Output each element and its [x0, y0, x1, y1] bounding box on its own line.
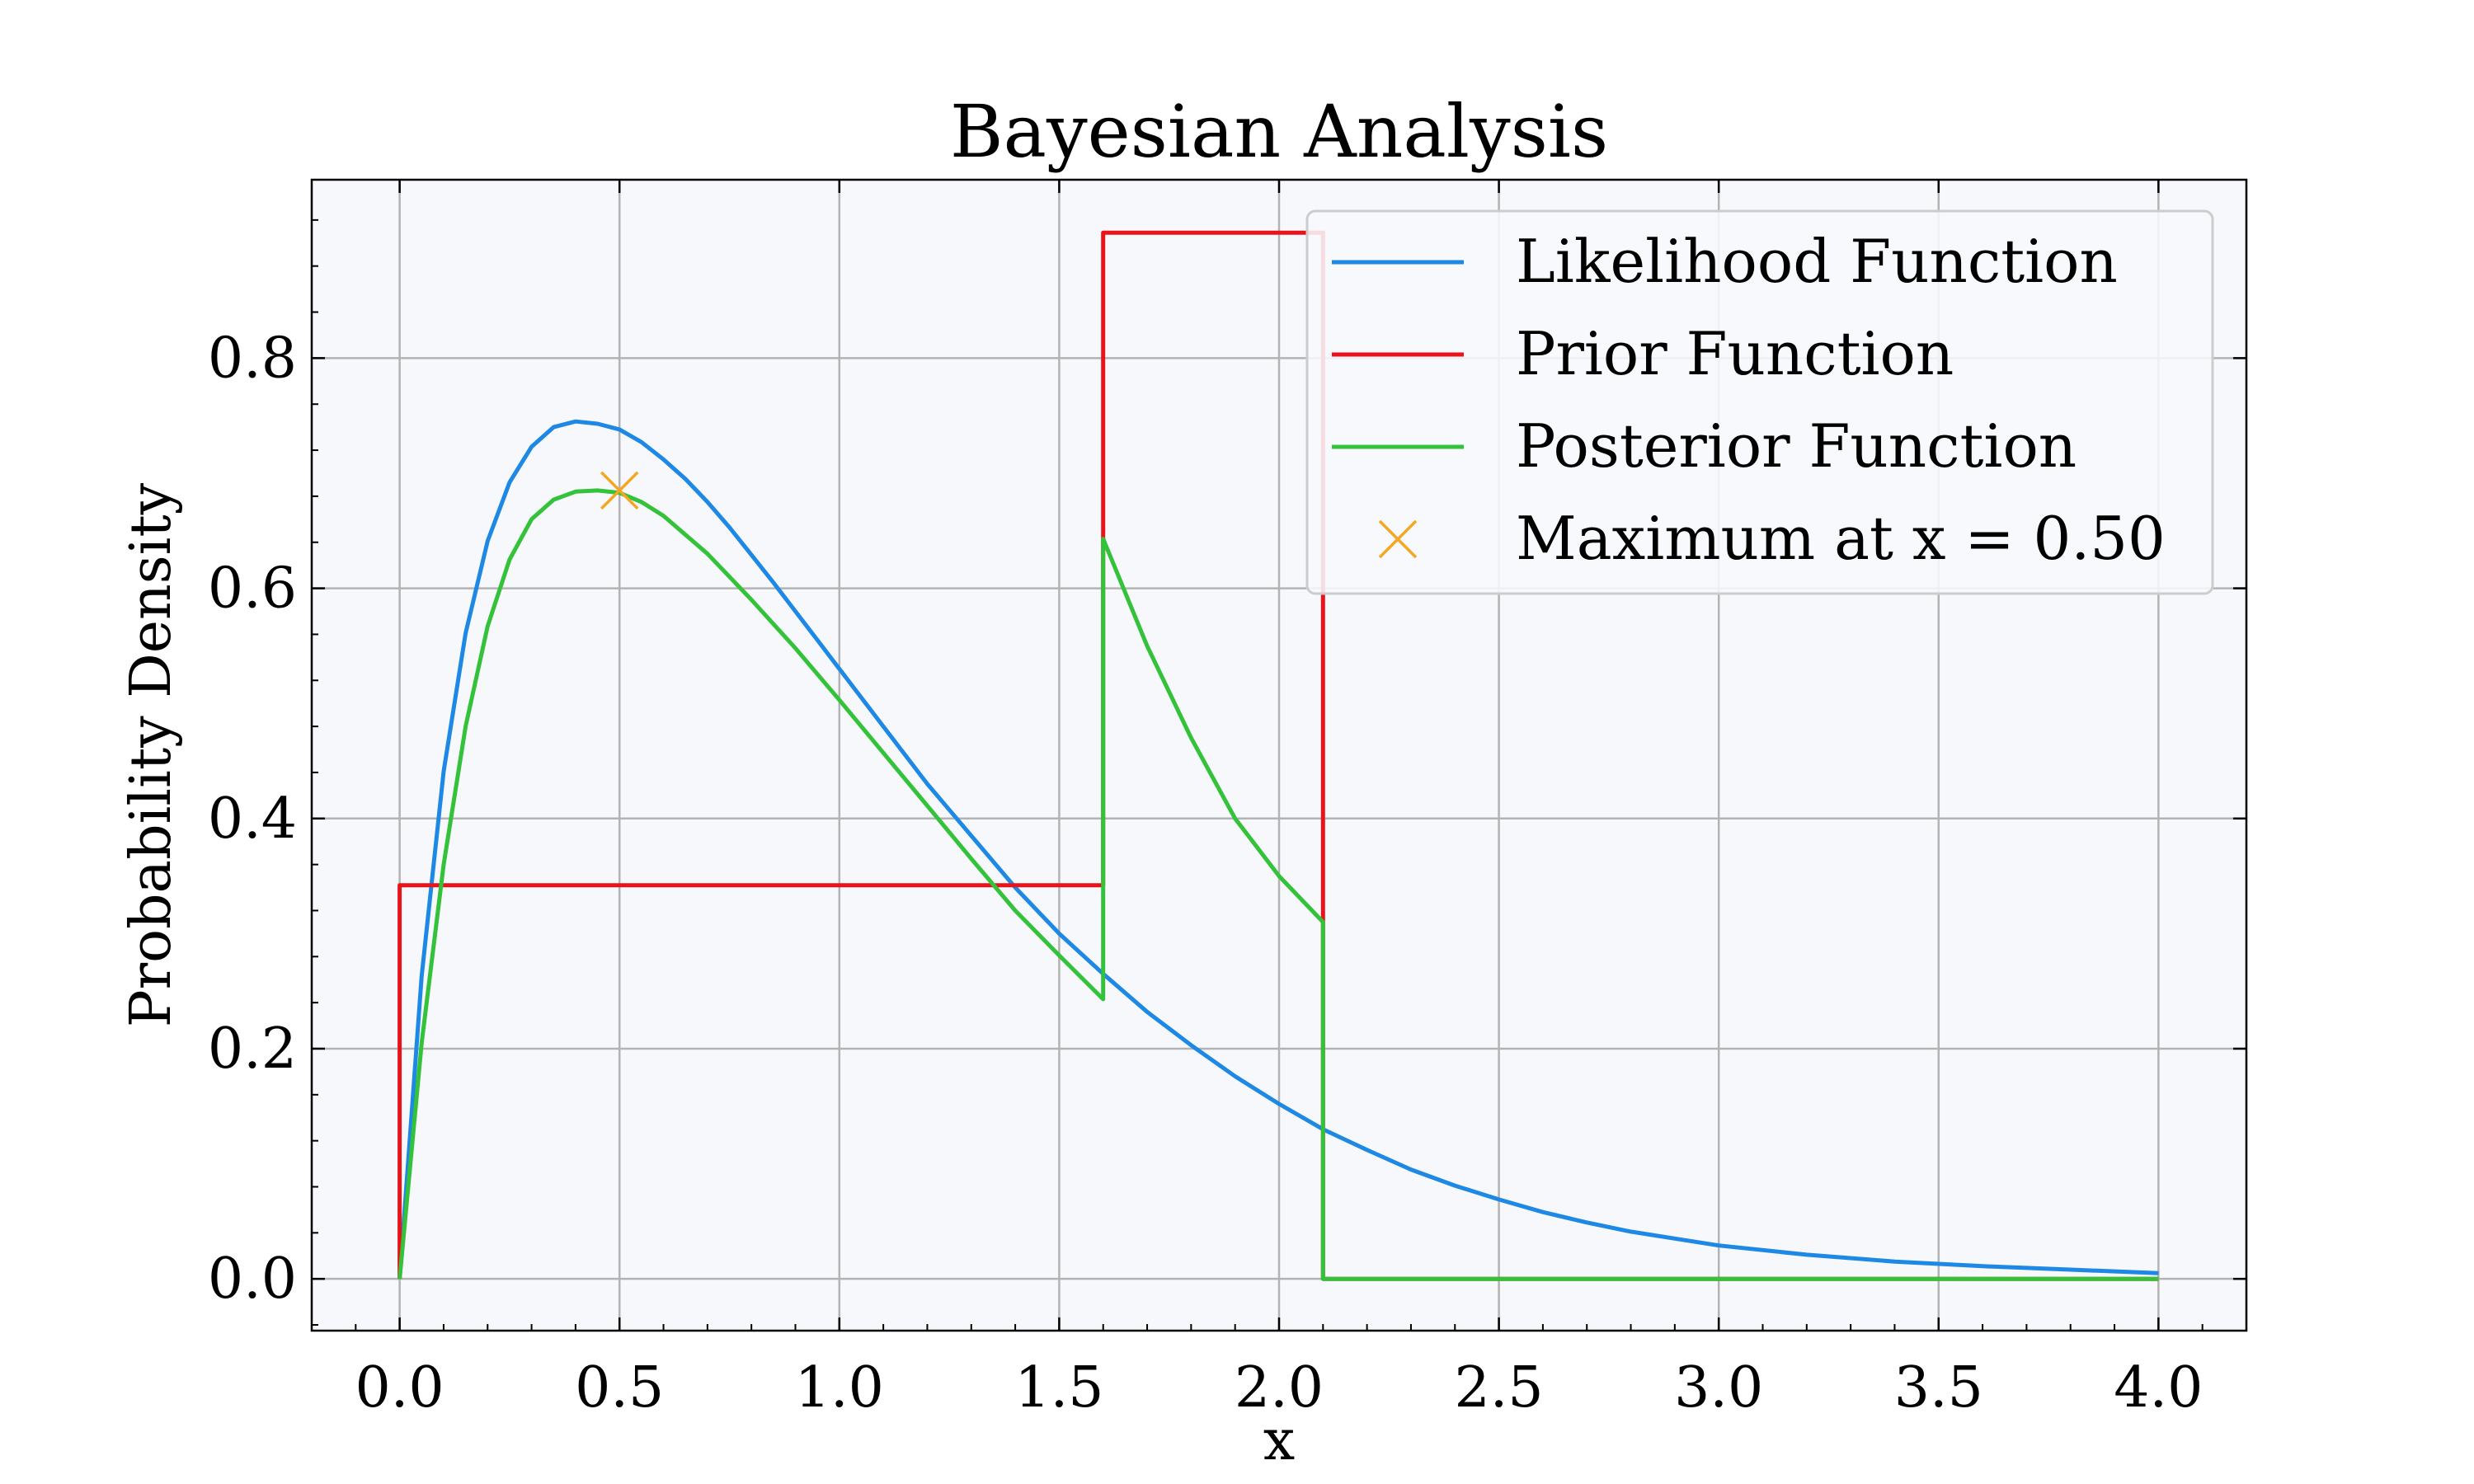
legend-label: Maximum at x = 0.50 [1516, 504, 2166, 573]
x-tick-label: 0.0 [355, 1355, 444, 1421]
series-lines [397, 230, 2159, 1281]
y-axis-label: Probability Density [119, 482, 184, 1027]
x-tick-label: 3.0 [1674, 1355, 1763, 1421]
x-tick-label: 1.0 [795, 1355, 884, 1421]
x-tick-label: 0.5 [575, 1355, 664, 1421]
x-axis-label: x [1263, 1408, 1295, 1473]
markers [600, 471, 639, 510]
y-tick-label: 0.4 [208, 787, 297, 852]
y-tick-label: 0.6 [208, 556, 297, 622]
x-tick-label: 2.0 [1235, 1355, 1324, 1421]
y-tick-label: 0.8 [208, 326, 297, 391]
legend-item: Maximum at x = 0.50 [1378, 504, 2166, 573]
maximum-marker [600, 471, 639, 510]
y-tick-label: 0.2 [208, 1017, 297, 1082]
legend-marker [1378, 519, 1418, 559]
legend-label: Likelihood Function [1516, 227, 2118, 296]
legend-label: Posterior Function [1516, 411, 2077, 481]
legend-item: Posterior Function [1332, 411, 2077, 481]
legend-box [1305, 209, 2214, 595]
x-tick-label: 2.5 [1455, 1355, 1544, 1421]
series-line-likelihood-function [397, 419, 2159, 1280]
y-tick-label: 0.0 [208, 1247, 297, 1312]
legend: Likelihood Function Prior Function Posteri… [1305, 209, 2214, 595]
tick-labels: 0.0 0.5 1.0 1.5 2.0 2.5 3.0 3.5 4.0 0.0 0.2 0.4 0.6 0… [208, 326, 2204, 1421]
series-line-posterior-function [397, 488, 2159, 1281]
legend-item: Likelihood Function [1332, 227, 2118, 296]
axis-ticks [312, 180, 2246, 1331]
x-tick-label: 1.5 [1014, 1355, 1103, 1421]
legend-item: Prior Function [1332, 319, 1954, 388]
x-tick-label: 4.0 [2114, 1355, 2203, 1421]
chart-title: Bayesian Analysis [950, 89, 1608, 174]
legend-label: Prior Function [1516, 319, 1954, 388]
x-tick-label: 3.5 [1894, 1355, 1983, 1421]
